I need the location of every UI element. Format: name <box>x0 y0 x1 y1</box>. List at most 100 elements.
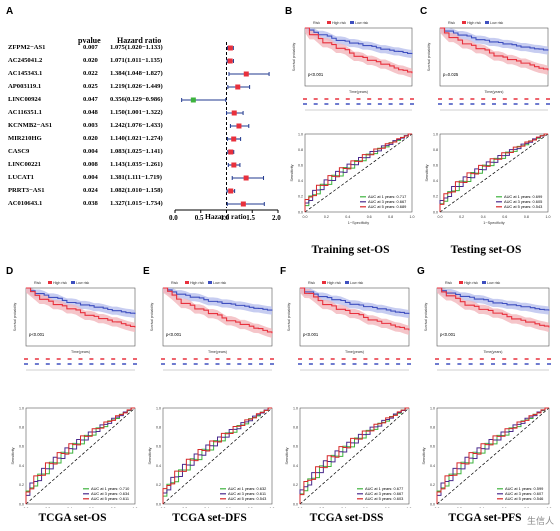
risk-table-cell <box>407 363 411 365</box>
roc-y-tick-label: 0.0 <box>433 210 438 214</box>
risk-table-cell <box>133 363 137 365</box>
risk-table-cell <box>438 103 442 105</box>
roc-y-tick-label: 0.0 <box>430 502 435 506</box>
risk-table-cell <box>513 363 518 365</box>
roc-diagonal <box>162 407 273 505</box>
risk-table-cell <box>524 363 529 365</box>
panel-b-figure: Risk High risk Low risk p<0.001 Time(years) S… <box>290 21 415 225</box>
risk-table-cell <box>457 363 462 365</box>
risk-table-cell <box>492 103 496 105</box>
roc-y-tick-label: 0.0 <box>293 502 298 506</box>
risk-table-cell <box>407 358 411 360</box>
forest-pvalue: 0.020 <box>83 135 98 142</box>
risk-table-cell <box>535 103 540 105</box>
risk-table-cell <box>468 358 473 360</box>
risk-table-cell <box>24 363 28 365</box>
risk-table-cell <box>133 358 137 360</box>
roc-x-tick-label: 0.2 <box>319 507 324 508</box>
km-x-label: Time(years) <box>71 350 90 354</box>
forest-gene-label: MIR210HG <box>8 135 42 142</box>
forest-gene-label: AC116351.1 <box>8 109 42 116</box>
forest-point <box>240 201 246 207</box>
roc-x-tick-label: 1.0 <box>410 215 415 219</box>
roc-y-label: Sensitivity <box>425 164 429 181</box>
forest-hazard-ratio: 0.356(0.129−0.986) <box>110 96 163 103</box>
forest-hazard-ratio: 1.143(1.035−1.261) <box>110 161 163 168</box>
risk-table-cell <box>547 363 551 365</box>
risk-table-cell <box>385 363 390 365</box>
km-legend-title: Risk <box>171 281 178 285</box>
km-x-label: Time(years) <box>349 90 368 94</box>
risk-table-cell <box>319 363 324 365</box>
km-legend: Risk High risk Low risk <box>171 281 226 285</box>
forest-gene-label: LINC00221 <box>8 161 41 168</box>
panel-letter-e: E <box>143 266 150 277</box>
km-legend-high-swatch <box>322 281 326 284</box>
roc-x-tick-label: 0.0 <box>438 215 443 219</box>
roc-y-tick-label: 1.0 <box>298 132 303 136</box>
roc-y-tick-label: 0.2 <box>433 195 438 199</box>
risk-table-cell <box>410 98 414 100</box>
risk-table-cell <box>111 358 116 360</box>
risk-table-cell <box>435 358 439 360</box>
roc-y-tick-label: 0.2 <box>19 483 24 487</box>
roc-y-tick-label: 0.6 <box>430 445 435 449</box>
risk-table-cell <box>237 363 242 365</box>
roc-x-tick-label: 0.4 <box>341 507 346 508</box>
km-legend-low-label: Low risk <box>490 21 503 25</box>
km-legend-high-swatch <box>327 21 331 24</box>
roc-curve-5yr <box>304 133 412 212</box>
risk-table-cell <box>513 98 518 100</box>
risk-table-cell <box>435 363 439 365</box>
risk-table-cell <box>24 358 28 360</box>
forest-gene-label: AC245041.2 <box>8 57 43 64</box>
forest-gene-label: LINC00924 <box>8 96 41 103</box>
risk-table-cell <box>374 363 379 365</box>
roc-x-tick-label: 0.4 <box>481 215 486 219</box>
risk-table-cell <box>502 358 507 360</box>
km-y-label: Survival probability <box>424 302 428 331</box>
risk-table-cell <box>308 363 313 365</box>
risk-table-cell <box>100 363 105 365</box>
km-legend: Risk High risk Low risk <box>313 21 368 25</box>
forest-point <box>231 110 237 116</box>
roc-auc-label: AUC at 5 years: 0.689 <box>368 204 406 209</box>
km-y-label: Survival probability <box>292 42 296 71</box>
roc-x-tick-label: 0.0 <box>435 507 440 508</box>
risk-table-cell <box>367 103 372 105</box>
roc-y-tick-label: 0.4 <box>433 179 438 183</box>
forest-pvalue: 0.048 <box>83 109 98 116</box>
roc-x-tick-label: 0.4 <box>204 507 209 508</box>
roc-auc-label: AUC at 5 years: 0.543 <box>504 204 542 209</box>
risk-table-cell <box>481 103 486 105</box>
panel-letter-c: C <box>420 6 428 17</box>
roc-auc-label: AUC at 3 years: 0.634 <box>91 491 130 496</box>
risk-table-cell <box>204 358 209 360</box>
km-pvalue: p=0.025 <box>443 72 459 77</box>
risk-table-cell <box>34 363 39 365</box>
risk-table-cell <box>78 358 83 360</box>
forest-hazard-ratio: 1.082(1.010−1.158) <box>110 187 163 194</box>
risk-table-cell <box>67 358 72 360</box>
km-x-label: Time(years) <box>484 90 503 94</box>
km-y-label: Survival probability <box>13 302 17 331</box>
forest-point <box>228 188 234 194</box>
forest-pvalue: 0.004 <box>83 174 98 181</box>
forest-pvalue: 0.004 <box>83 148 98 155</box>
panel-caption-e: TCGA set-DFS <box>172 512 247 524</box>
roc-y-label: Sensitivity <box>422 447 426 464</box>
roc-curve-3yr <box>439 133 548 212</box>
risk-table-cell <box>438 98 442 100</box>
forest-gene-label: AP003119.1 <box>8 83 42 90</box>
risk-table-cell <box>491 358 495 360</box>
risk-table-cell <box>330 358 335 360</box>
roc-y-label: Sensitivity <box>11 447 15 464</box>
roc-x-tick-label: 0.2 <box>459 215 464 219</box>
km-legend-title: Risk <box>448 21 455 25</box>
forest-hazard-ratio: 1.381(1.111−1.719) <box>110 174 162 181</box>
risk-table-cell <box>502 98 507 100</box>
risk-table-cell <box>298 363 302 365</box>
roc-diagonal <box>439 133 549 213</box>
roc-y-tick-label: 1.0 <box>19 406 24 410</box>
roc-y-tick-label: 1.0 <box>433 132 438 136</box>
